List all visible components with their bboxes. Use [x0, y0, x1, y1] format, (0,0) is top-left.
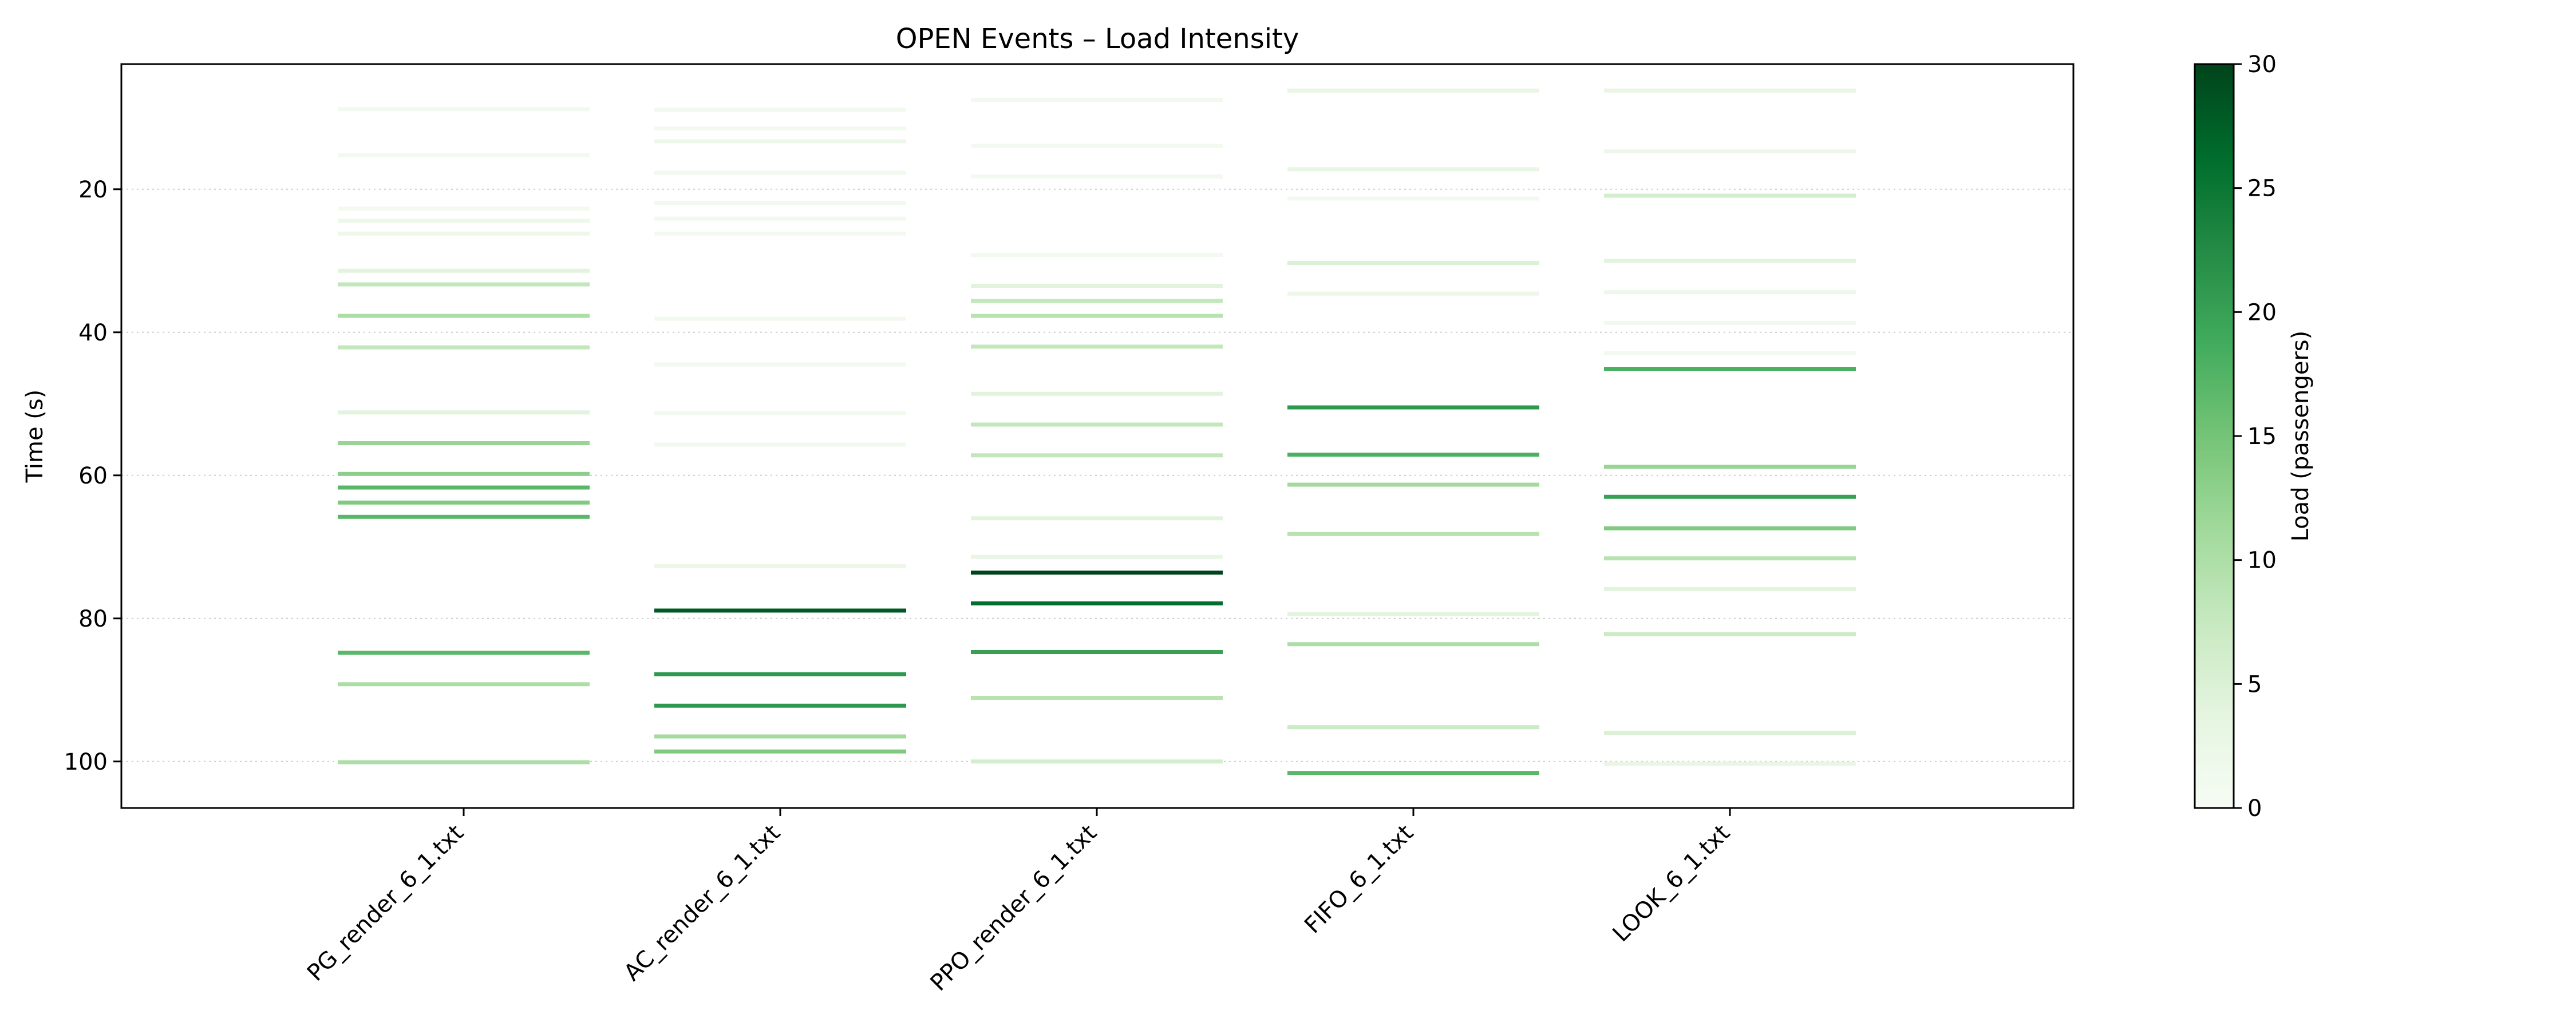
x-tick-label: PPO_render_6_1.txt [926, 820, 1103, 997]
y-axis-label: Time (s) [22, 390, 48, 484]
x-tick-label: LOOK_6_1.txt [1608, 820, 1736, 948]
y-tick-label: 100 [64, 749, 108, 775]
chart-title: OPEN Events – Load Intensity [896, 23, 1299, 55]
x-axis: PG_render_6_1.txt AC_render_6_1.txt PPO_re… [302, 808, 1735, 996]
y-axis: 20 40 60 80 100 [64, 177, 121, 775]
x-tick-label: PG_render_6_1.txt [302, 820, 469, 987]
colorbar-gradient [2194, 63, 2235, 809]
colorbar: 0 5 10 15 20 25 30 Load (passengers) [2194, 52, 2314, 822]
colorbar-ticks: 0 5 10 15 20 25 30 [2234, 52, 2277, 822]
y-tick-label: 80 [78, 606, 108, 632]
y-tick-label: 60 [78, 463, 108, 489]
colorbar-tick-label: 10 [2247, 548, 2277, 574]
y-tick-label: 20 [78, 177, 108, 203]
colorbar-tick-label: 15 [2247, 423, 2277, 450]
x-tick-label: FIFO_6_1.txt [1299, 820, 1419, 939]
colorbar-tick-label: 5 [2247, 671, 2262, 698]
colorbar-tick-label: 0 [2247, 795, 2262, 822]
colorbar-label: Load (passengers) [2287, 331, 2314, 542]
colorbar-tick-label: 25 [2247, 176, 2277, 202]
colorbar-tick-label: 20 [2247, 299, 2277, 326]
colorbar-tick-label: 30 [2247, 52, 2277, 78]
y-tick-label: 40 [78, 320, 108, 346]
event-marks [338, 88, 1856, 775]
x-tick-label: AC_render_6_1.txt [619, 820, 785, 987]
